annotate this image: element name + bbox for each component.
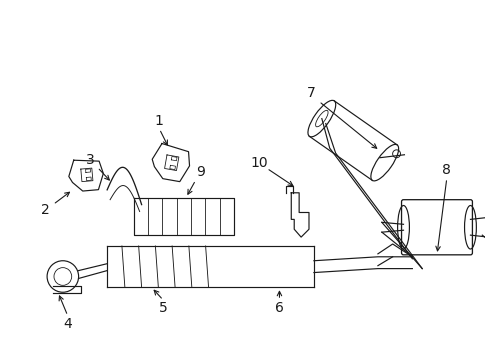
Text: 1: 1 [155, 114, 163, 128]
Text: 10: 10 [249, 156, 267, 170]
Text: 5: 5 [159, 301, 167, 315]
Text: 6: 6 [274, 301, 284, 315]
Text: 4: 4 [63, 317, 72, 331]
Text: 2: 2 [41, 203, 49, 216]
Text: 3: 3 [86, 153, 95, 167]
Text: 7: 7 [306, 86, 315, 100]
Text: 8: 8 [442, 163, 450, 177]
Text: 9: 9 [196, 165, 204, 179]
